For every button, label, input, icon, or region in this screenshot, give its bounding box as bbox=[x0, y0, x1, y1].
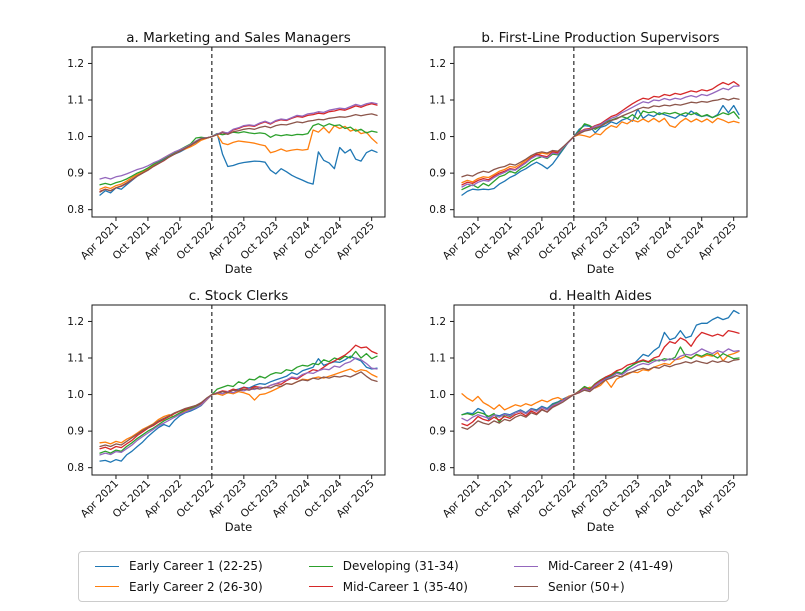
series-line-mid-career-2-41-49 bbox=[99, 357, 378, 456]
y-tick-label: 0.9 bbox=[67, 426, 84, 438]
series-line-senior-50 bbox=[461, 97, 740, 178]
series-line-developing-31-34 bbox=[99, 123, 378, 186]
chart-title-c: c. Stock Clerks bbox=[188, 288, 289, 304]
series-line-mid-career-2-41-49 bbox=[461, 348, 740, 422]
series-line-senior-50 bbox=[461, 358, 740, 430]
legend-item-mid-career-1: Mid-Career 1 (35-40) bbox=[308, 579, 468, 594]
series-line-senior-50 bbox=[99, 371, 378, 448]
legend-item-early-career-1: Early Career 1 (22-25) bbox=[95, 559, 263, 573]
legend-line-swatch bbox=[95, 565, 119, 567]
y-tick-label: 0.8 bbox=[429, 462, 446, 474]
series-line-early-career-1-22-25 bbox=[99, 132, 378, 196]
legend-item-mid-career-2: Mid-Career 2 (41-49) bbox=[513, 559, 674, 574]
legend-item-developing: Developing (31-34) bbox=[308, 559, 468, 574]
x-axis-label-c: Date bbox=[224, 520, 253, 534]
y-tick-label: 1.0 bbox=[429, 389, 446, 401]
legend-line-swatch bbox=[308, 565, 333, 567]
series-line-mid-career-1-35-40 bbox=[461, 81, 740, 186]
axes-frame bbox=[91, 304, 386, 476]
chart-title-d: d. Health Aides bbox=[549, 288, 652, 304]
series-line-early-career-2-26-30 bbox=[461, 117, 740, 184]
y-tick-label: 1.2 bbox=[429, 316, 446, 328]
y-tick-label: 1.0 bbox=[67, 389, 84, 401]
y-tick-label: 0.9 bbox=[429, 426, 446, 438]
y-tick-label: 1.2 bbox=[67, 58, 84, 70]
series-line-early-career-1-22-25 bbox=[461, 104, 740, 196]
legend-line-swatch bbox=[95, 586, 119, 588]
axes-frame bbox=[453, 304, 748, 476]
y-tick-label: 0.8 bbox=[67, 204, 84, 216]
y-tick-label: 1.1 bbox=[67, 353, 84, 365]
legend-label: Developing (31-34) bbox=[342, 559, 459, 574]
x-axis-label-d: Date bbox=[586, 520, 615, 534]
legend-line-swatch bbox=[513, 565, 538, 567]
legend-label: Early Career 1 (22-25) bbox=[129, 559, 263, 574]
y-tick-label: 1.0 bbox=[67, 131, 84, 143]
series-line-developing-31-34 bbox=[461, 110, 740, 191]
y-tick-label: 1.1 bbox=[429, 353, 446, 365]
y-tick-label: 1.2 bbox=[429, 58, 446, 70]
chart-title-b: b. First-Line Production Supervisors bbox=[481, 30, 720, 46]
y-tick-label: 1.1 bbox=[429, 95, 446, 107]
series-line-early-career-2-26-30 bbox=[99, 124, 378, 190]
legend-label: Senior (50+) bbox=[547, 579, 625, 594]
y-tick-label: 1.2 bbox=[67, 316, 84, 328]
series-line-early-career-2-26-30 bbox=[99, 368, 378, 445]
x-axis-label-b: Date bbox=[586, 262, 615, 276]
series-line-early-career-1-22-25 bbox=[99, 355, 378, 463]
legend-line-swatch bbox=[308, 586, 333, 588]
legend-line-swatch bbox=[513, 586, 538, 588]
series-line-senior-50 bbox=[99, 113, 378, 193]
y-tick-label: 0.9 bbox=[67, 168, 84, 180]
series-line-mid-career-1-35-40 bbox=[461, 329, 740, 427]
x-axis-label-a: Date bbox=[224, 262, 253, 276]
series-line-developing-31-34 bbox=[99, 350, 378, 454]
axes-frame bbox=[91, 46, 386, 218]
series-line-mid-career-2-41-49 bbox=[461, 85, 740, 188]
series-line-mid-career-2-41-49 bbox=[99, 101, 378, 180]
legend-item-senior: Senior (50+) bbox=[513, 579, 673, 594]
legend-label: Mid-Career 2 (41-49) bbox=[547, 559, 674, 574]
series-line-early-career-1-22-25 bbox=[461, 309, 740, 421]
legend-label: Mid-Career 1 (35-40) bbox=[342, 579, 468, 594]
y-tick-label: 0.9 bbox=[429, 168, 446, 180]
legend-label: Early Career 2 (26-30) bbox=[129, 579, 263, 594]
y-tick-label: 1.0 bbox=[429, 131, 446, 143]
legend-item-early-career-2: Early Career 2 (26-30) bbox=[95, 580, 263, 594]
axes-frame bbox=[453, 46, 748, 218]
legend: Early Career 1 (22-25) Early Career 2 (2… bbox=[78, 551, 729, 602]
y-tick-label: 1.1 bbox=[67, 95, 84, 107]
y-tick-label: 0.8 bbox=[67, 462, 84, 474]
series-line-mid-career-1-35-40 bbox=[99, 344, 378, 451]
chart-title-a: a. Marketing and Sales Managers bbox=[126, 30, 351, 46]
y-tick-label: 0.8 bbox=[429, 204, 446, 216]
